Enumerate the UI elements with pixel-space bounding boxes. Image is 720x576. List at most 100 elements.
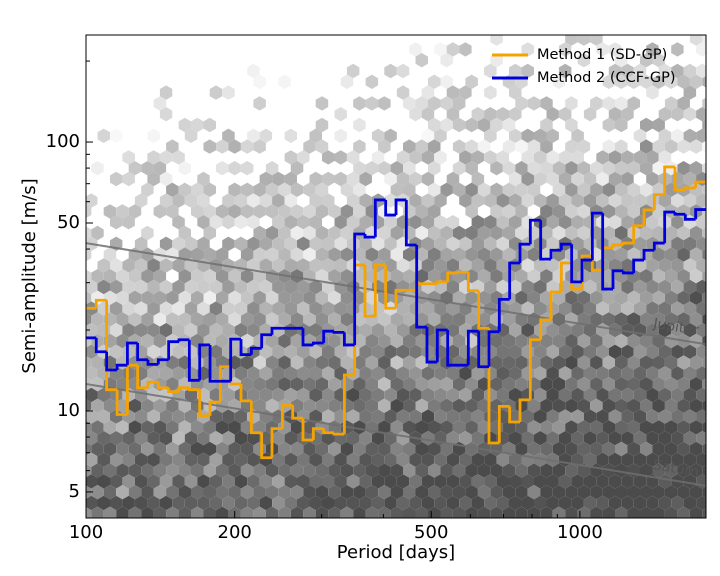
hexbin-cell (696, 63, 706, 79)
hexbin-cell (209, 409, 223, 424)
hexbin-cell (515, 182, 528, 197)
hexbin-cell (502, 182, 516, 197)
hexbin-cell (184, 279, 198, 295)
hexbin-cell (378, 312, 391, 327)
hexbin-cell (253, 247, 266, 262)
hexbin-cell (602, 312, 615, 327)
hexbin-cell (203, 269, 216, 284)
hexbin-cell (134, 452, 148, 467)
hexbin-cell (216, 269, 229, 284)
hexbin-cell (596, 301, 609, 316)
hexbin-cell (159, 409, 173, 424)
hexbin-cell (240, 355, 254, 370)
step-segment (539, 220, 552, 261)
hexbin-cell (378, 333, 391, 349)
hexbin-cell (421, 258, 435, 273)
hexbin-cell (534, 171, 547, 187)
hexbin-cell (640, 420, 653, 435)
step-segment (342, 373, 355, 435)
hexbin-cell (689, 182, 703, 197)
hexbin-cell (147, 323, 160, 338)
hexbin-cell (521, 193, 534, 208)
hexbin-cell (141, 441, 154, 457)
hexbin-cell (216, 290, 229, 305)
hexbin-cell (166, 139, 179, 154)
hexbin-cell (583, 107, 597, 122)
step-segment (652, 193, 665, 210)
hexbin-cell (577, 398, 591, 413)
hexbin-cell (384, 474, 397, 489)
hexbin-cell (272, 171, 285, 187)
hexbin-cell (428, 377, 441, 392)
hexbin-cell (590, 161, 603, 176)
hexbin-cell (434, 193, 447, 208)
hexbin-cell (247, 236, 260, 251)
hexbin-cell (664, 290, 678, 305)
hexbin-cell (378, 420, 391, 435)
hexbin-cell (184, 236, 198, 251)
hexbin-cell (353, 269, 366, 284)
hexbin-cell (334, 258, 347, 273)
hexbin-cell (278, 74, 291, 89)
hexbin-cell (234, 215, 248, 230)
hexbin-cell (465, 117, 478, 133)
hexbin-cell (396, 301, 410, 316)
hexbin-cell (128, 398, 142, 413)
hexbin-cell (434, 215, 447, 230)
hexbin-cell (696, 344, 706, 359)
hexbin-cell (159, 85, 173, 100)
hexbin-cell (346, 344, 360, 359)
hexbin-cell (683, 107, 697, 122)
hexbin-cell (390, 161, 403, 176)
hexbin-cell (677, 377, 690, 392)
hexbin-cell (477, 506, 491, 518)
hexbin-cell (153, 441, 167, 457)
hexbin-cell (403, 463, 416, 478)
hexbin-cell (202, 517, 205, 518)
hexbin-cell (590, 35, 603, 46)
hexbin-cell (696, 431, 706, 446)
step-segment (549, 290, 562, 320)
hexbin-cell (608, 193, 622, 208)
hexbin-cell (683, 85, 697, 100)
hexbin-cell (465, 139, 478, 154)
hexbin-cell (384, 387, 397, 403)
hexbin-cell (689, 290, 703, 305)
hexbin-cell (91, 420, 104, 435)
hexbin-cell (147, 495, 160, 511)
hexbin-cell (527, 441, 541, 457)
hexbin-cell (290, 441, 304, 457)
hexbin-cell (577, 333, 591, 349)
hexbin-cell (334, 150, 347, 165)
hexbin-cell (596, 150, 609, 165)
hexbin-cell (633, 409, 647, 424)
hexbin-cell (240, 377, 254, 392)
hexbin-cell (116, 333, 129, 349)
hexbin-cell (689, 225, 703, 241)
hexbin-cell (627, 355, 640, 370)
hexbin-cell (272, 344, 285, 359)
hexbin-cell (428, 398, 441, 413)
y-tick-label: 10 (57, 400, 80, 421)
hexbin-cell (86, 344, 98, 359)
hexbin-cell (558, 301, 572, 316)
hexbin-cell (378, 398, 391, 413)
hexbin-cell (521, 495, 534, 511)
hexbin-cell (484, 495, 497, 511)
hexbin-cell (247, 431, 260, 446)
hexbin-cell (615, 506, 628, 518)
hexbin-cell (264, 517, 267, 518)
hexbin-cell (91, 485, 104, 500)
hexbin-cell (384, 452, 397, 467)
hexbin-cell (428, 269, 441, 284)
hexbin-cell (633, 128, 647, 143)
hexbin-cell (197, 323, 210, 338)
hexbin-cell (677, 420, 690, 435)
hexbin-cell (534, 301, 547, 316)
hexbin-cell (191, 463, 204, 478)
hexbin-cell (222, 387, 235, 403)
hexbin-cell (110, 128, 123, 143)
hexbin-cell (677, 74, 690, 89)
hexbin-cell (216, 333, 229, 349)
